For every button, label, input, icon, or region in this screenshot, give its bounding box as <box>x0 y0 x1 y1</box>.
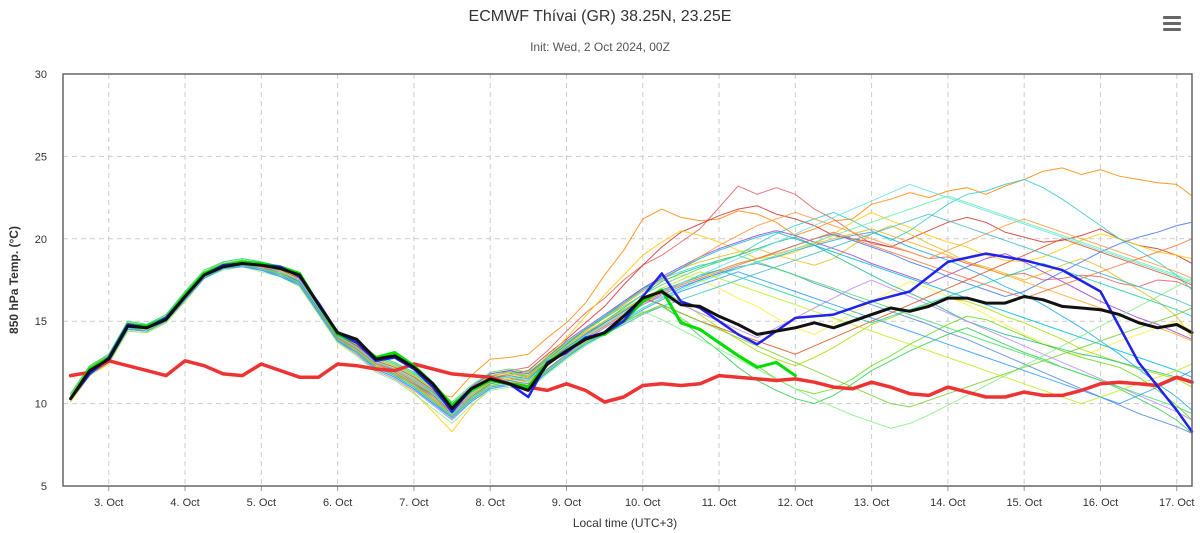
x-tick-label: 12. Oct <box>778 497 813 509</box>
main-series <box>68 252 1194 433</box>
ensemble-member-line-16 <box>70 266 1193 421</box>
x-tick-label: 5. Oct <box>247 497 276 509</box>
ensemble-member-line-29 <box>70 213 1193 418</box>
x-tick-label: 16. Oct <box>1083 497 1118 509</box>
x-tick-label: 4. Oct <box>170 497 199 509</box>
chart-subtitle: Init: Wed, 2 Oct 2024, 00Z <box>530 40 670 54</box>
x-tick-label: 11. Oct <box>702 497 737 509</box>
y-tick-label: 25 <box>35 151 47 163</box>
ensemble-member-line-8 <box>70 264 1193 421</box>
y-axis-title: 850 hPa Temp. (°C) <box>7 226 21 334</box>
y-tick-label: 30 <box>35 69 47 81</box>
plot-frame <box>62 73 1193 487</box>
ensemble-member-line-6 <box>70 262 1193 421</box>
ensemble-member-line-25 <box>70 266 1193 420</box>
ensemble-member-line-20 <box>70 266 1193 429</box>
x-tick-label: 13. Oct <box>854 497 889 509</box>
mean-series-line <box>69 262 1194 410</box>
x-tick-label: 17. Oct <box>1159 497 1194 509</box>
chart-title: ECMWF Thívai (GR) 38.25N, 23.25E <box>468 8 732 25</box>
hamburger-menu-icon[interactable] <box>1160 12 1184 34</box>
x-tick-label: 10. Oct <box>625 497 660 509</box>
grid <box>63 73 1192 487</box>
y-tick-label: 10 <box>35 399 47 411</box>
x-tick-label: 14. Oct <box>930 497 965 509</box>
clim-series-line <box>68 359 1194 404</box>
axes: 5 10 15 20 25 30 3. Oct 4. Oct 5. Oct 6. Oct 7. Oc… <box>35 69 1195 509</box>
y-tick-label: 20 <box>35 234 47 246</box>
x-axis-title: Local time (UTC+3) <box>573 516 677 530</box>
x-tick-label: 9. Oct <box>552 497 581 509</box>
y-tick-label: 15 <box>35 316 47 328</box>
x-tick-label: 6. Oct <box>323 497 352 509</box>
x-tick-label: 3. Oct <box>94 497 123 509</box>
x-tick-label: 8. Oct <box>476 497 505 509</box>
ensemble-member-line-21 <box>70 254 1193 414</box>
y-tick-label: 5 <box>41 481 47 493</box>
x-tick-label: 15. Oct <box>1006 497 1041 509</box>
x-tick-label: 7. Oct <box>399 497 428 509</box>
